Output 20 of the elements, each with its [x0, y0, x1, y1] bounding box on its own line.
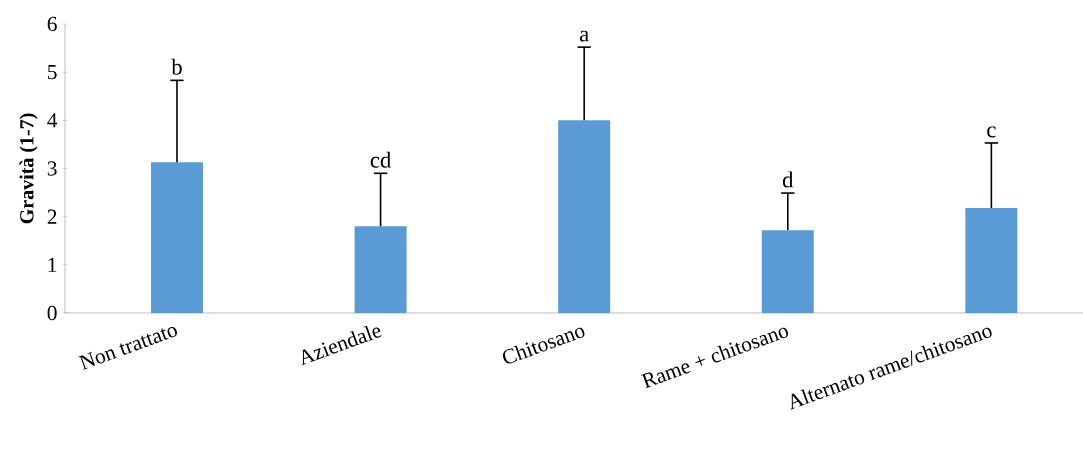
y-tick-label: 0 — [47, 305, 57, 321]
y-axis-title: Gravità (1-7) — [19, 113, 38, 224]
y-tick-label: 6 — [47, 16, 57, 32]
bar — [150, 162, 203, 313]
x-tick-label: Non trattato — [78, 326, 178, 370]
annotation: d — [782, 171, 794, 188]
x-tick-label: Rame + chitosano — [640, 327, 789, 389]
bar — [761, 230, 814, 313]
annotation: c — [987, 126, 996, 138]
y-tick-label: 3 — [47, 161, 57, 176]
annotation: cd — [370, 151, 392, 168]
bar — [354, 226, 407, 313]
annotation: b — [171, 58, 182, 75]
bar — [965, 207, 1018, 313]
y-tick-label: 2 — [47, 209, 57, 224]
y-tick-label: 1 — [48, 257, 57, 272]
annotation: a — [579, 30, 589, 42]
y-tick-label: 4 — [47, 113, 58, 128]
y-tick-label: 5 — [48, 65, 57, 80]
bar — [558, 120, 611, 313]
